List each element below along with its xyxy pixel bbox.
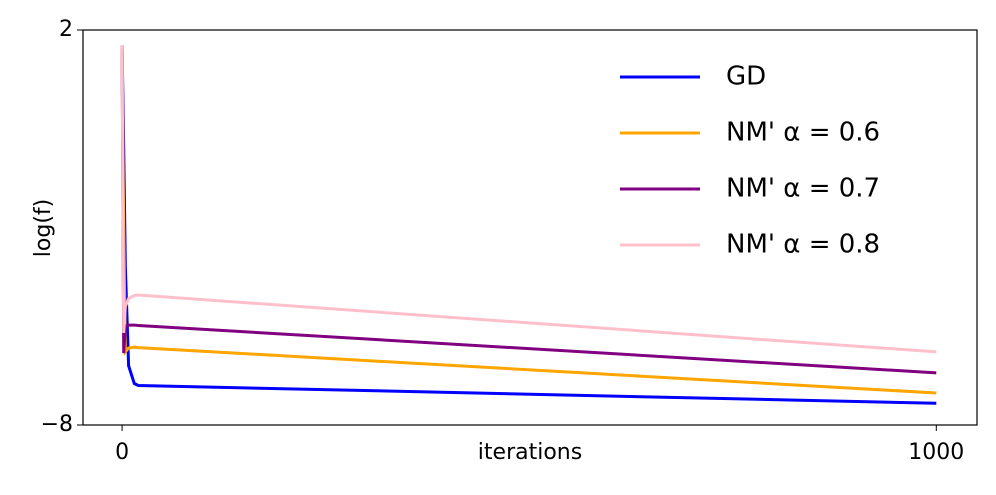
series-line (120, 45, 937, 395)
plot-frame (82, 29, 978, 426)
legend-label: GD (726, 62, 766, 92)
legend-label: NM' α = 0.8 (726, 230, 880, 260)
series-line (120, 45, 937, 375)
x-axis-label: iterations (478, 440, 582, 465)
y-axis-label: log(f) (31, 199, 56, 257)
y-tick-label: −8 (41, 412, 73, 437)
series-line (120, 45, 937, 354)
legend-label: NM' α = 0.7 (726, 174, 880, 204)
x-tick-label: 1000 (908, 440, 964, 465)
x-tick-label: 0 (115, 440, 129, 465)
y-tick-label: 2 (59, 17, 73, 42)
legend-label: NM' α = 0.6 (726, 118, 880, 148)
